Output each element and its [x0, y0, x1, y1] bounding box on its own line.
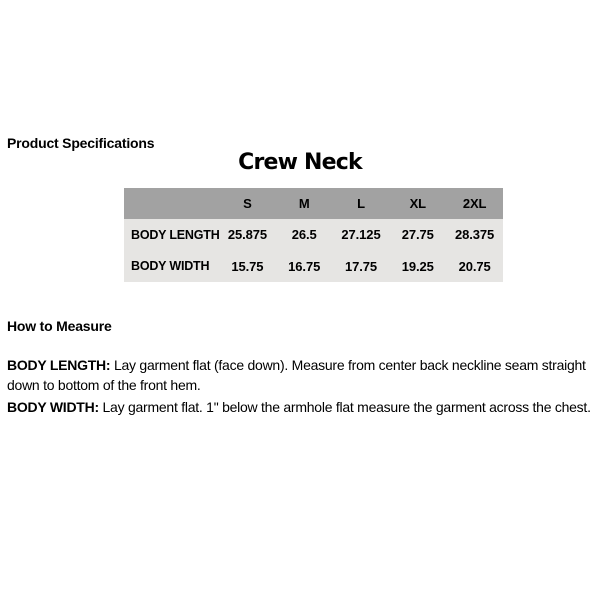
- size-col-header-xl: XL: [409, 196, 427, 211]
- table-row-body-width: BODY WIDTH 15.75 16.75 17.75 19.25 20.75: [124, 251, 503, 283]
- measure-instructions: BODY LENGTH: Lay garment flat (face down…: [7, 355, 599, 417]
- body-width-instruction: BODY WIDTH: Lay garment flat. 1" below t…: [7, 397, 599, 417]
- body-length-m: 26.5: [291, 227, 317, 243]
- body-length-text: Lay garment flat (face down). Measure fr…: [7, 357, 586, 393]
- body-length-term: BODY LENGTH:: [7, 357, 111, 373]
- body-width-term: BODY WIDTH:: [7, 399, 99, 415]
- size-chart-table: S M L XL 2XL BODY LENGTH 25.875 26.5 27.…: [124, 188, 503, 282]
- body-length-s: 25.875: [227, 227, 267, 243]
- table-row-body-length: BODY LENGTH 25.875 26.5 27.125 27.75 28.…: [124, 219, 503, 251]
- product-specifications-heading: Product Specifications: [7, 135, 155, 151]
- size-col-header-m: M: [298, 196, 310, 211]
- how-to-measure-heading: How to Measure: [7, 318, 112, 334]
- product-title: Crew Neck: [238, 150, 363, 175]
- body-width-xl: 19.25: [401, 258, 434, 274]
- body-width-2xl: 20.75: [458, 258, 491, 274]
- size-chart-body: BODY LENGTH 25.875 26.5 27.125 27.75 28.…: [124, 219, 503, 282]
- body-length-xl: 27.75: [401, 227, 434, 243]
- body-width-s: 15.75: [231, 258, 264, 274]
- size-col-header-2xl: 2XL: [462, 196, 487, 211]
- body-length-2xl: 28.375: [455, 227, 495, 243]
- body-length-instruction: BODY LENGTH: Lay garment flat (face down…: [7, 355, 599, 395]
- size-col-header-s: S: [243, 196, 252, 211]
- body-length-l: 27.125: [341, 227, 381, 243]
- row-label: BODY LENGTH: [131, 227, 220, 242]
- body-width-l: 17.75: [344, 258, 378, 274]
- size-chart-header-row: S M L XL 2XL: [124, 188, 503, 219]
- body-width-text: Lay garment flat. 1" below the armhole f…: [102, 399, 591, 415]
- body-width-m: 16.75: [288, 258, 321, 274]
- size-col-header-l: L: [357, 196, 365, 211]
- row-label: BODY WIDTH: [131, 259, 210, 274]
